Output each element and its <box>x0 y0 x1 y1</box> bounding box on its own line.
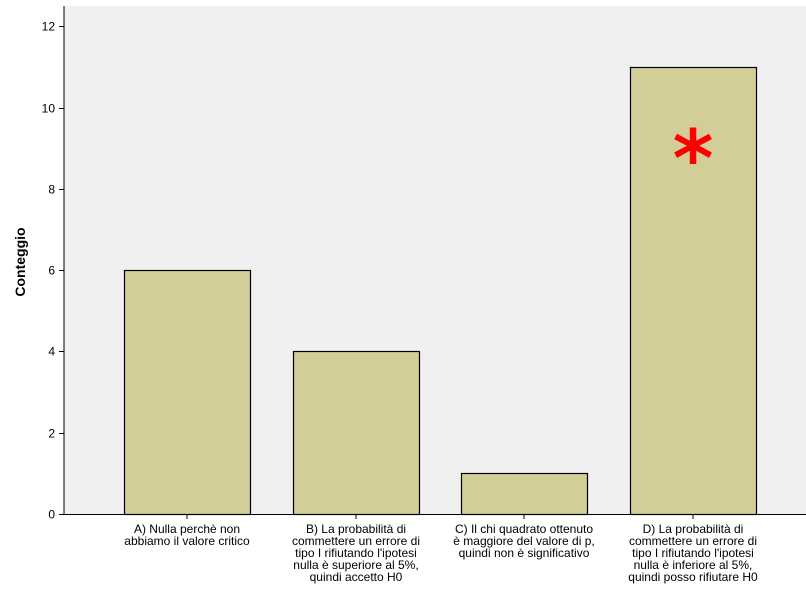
y-tick-label: 10 <box>42 102 56 116</box>
y-axis: 0 2 4 6 8 10 12 <box>42 6 65 522</box>
y-axis-label: Conteggio <box>12 227 28 296</box>
x-tick-label: C) Il chi quadrato ottenuto è maggiore de… <box>453 522 594 560</box>
x-tick-label-line: quindi accetto H0 <box>310 570 403 584</box>
x-tick-label-line: quindi posso rifiutare H0 <box>628 570 758 584</box>
x-tick-label: A) Nulla perchè non abbiamo il valore cri… <box>124 522 250 548</box>
annotations-group: * <box>673 115 714 205</box>
y-tick-label: 12 <box>42 20 56 34</box>
bar <box>123 269 252 516</box>
x-tick-label-line: tipo I rifiutando l'ipotesi <box>295 546 417 560</box>
bars-group <box>123 66 758 516</box>
x-tick-label-line: D) La probabilità di <box>643 522 744 536</box>
x-tick-label-line: è maggiore del valore di p, <box>453 534 594 548</box>
x-tick-label-line: nulla è superiore al 5%, <box>293 558 418 572</box>
x-axis: A) Nulla perchè non abbiamo il valore cri… <box>64 514 806 584</box>
bar <box>460 472 589 516</box>
x-tick-label-line: nulla è inferiore al 5%, <box>634 558 753 572</box>
x-tick-label-line: abbiamo il valore critico <box>124 534 250 548</box>
x-tick-label-line: quindi non è significativo <box>459 546 590 560</box>
bar <box>629 66 758 516</box>
asterisk-annotation: * <box>673 115 714 205</box>
x-tick-label: B) La probabilità di commettere un errore… <box>292 522 420 584</box>
x-tick-label-line: C) Il chi quadrato ottenuto <box>455 522 593 536</box>
bar <box>292 350 421 516</box>
x-tick-label-line: B) La probabilità di <box>306 522 406 536</box>
x-tick-label: D) La probabilità di commettere un errore… <box>628 522 758 584</box>
x-tick-label-line: A) Nulla perchè non <box>134 522 240 536</box>
y-tick-label: 4 <box>48 345 55 359</box>
y-tick-label: 0 <box>48 508 55 522</box>
y-tick-label: 8 <box>48 183 55 197</box>
x-tick-label-line: commettere un errore di <box>629 534 757 548</box>
y-tick-label: 6 <box>48 264 55 278</box>
y-tick-label: 2 <box>48 427 55 441</box>
x-tick-label-line: commettere un errore di <box>292 534 420 548</box>
x-tick-label-line: tipo I rifiutando l'ipotesi <box>632 546 754 560</box>
